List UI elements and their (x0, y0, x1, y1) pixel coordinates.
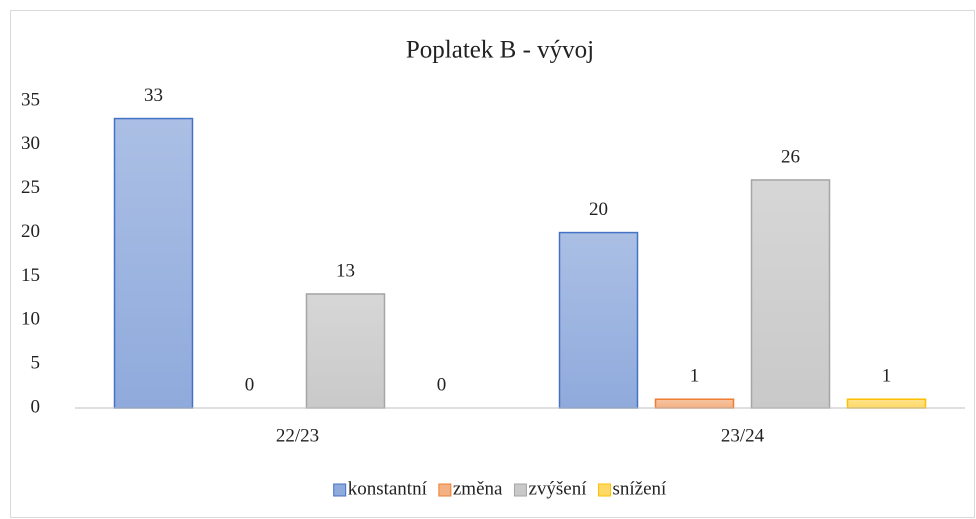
legend-label: zvýšení (528, 478, 587, 499)
bar (654, 398, 735, 409)
legend-swatch (333, 483, 347, 497)
y-tick-label: 5 (31, 353, 41, 374)
bar (305, 293, 386, 409)
legend-label: konstantní (348, 478, 428, 499)
bar (113, 117, 194, 409)
y-tick-label: 30 (21, 133, 40, 154)
y-tick-label: 0 (31, 396, 41, 417)
data-label: 1 (882, 366, 892, 387)
legend-label: snížení (612, 478, 667, 499)
data-label: 1 (690, 366, 700, 387)
x-tick-label: 23/24 (721, 425, 765, 446)
legend-swatch (597, 483, 611, 497)
data-label: 33 (144, 85, 163, 106)
data-label: 0 (245, 374, 255, 395)
data-label: 0 (437, 374, 447, 395)
legend-swatch (513, 483, 527, 497)
legend-label: změna (453, 478, 503, 499)
bar (750, 179, 831, 409)
data-label: 20 (589, 199, 608, 220)
y-tick-label: 20 (21, 221, 40, 242)
y-tick-label: 10 (21, 309, 40, 330)
bar (846, 398, 927, 409)
y-tick-label: 15 (21, 265, 40, 286)
bar (558, 231, 639, 409)
chart-title: Poplatek B - vývoj (406, 37, 594, 64)
x-tick-label: 22/23 (276, 425, 319, 446)
y-tick-label: 35 (21, 89, 40, 110)
data-label: 26 (781, 146, 800, 167)
data-label: 13 (336, 260, 355, 281)
y-tick-label: 25 (21, 177, 40, 198)
legend: konstantní změna zvýšení snížení (333, 478, 667, 499)
legend-swatch (438, 483, 452, 497)
